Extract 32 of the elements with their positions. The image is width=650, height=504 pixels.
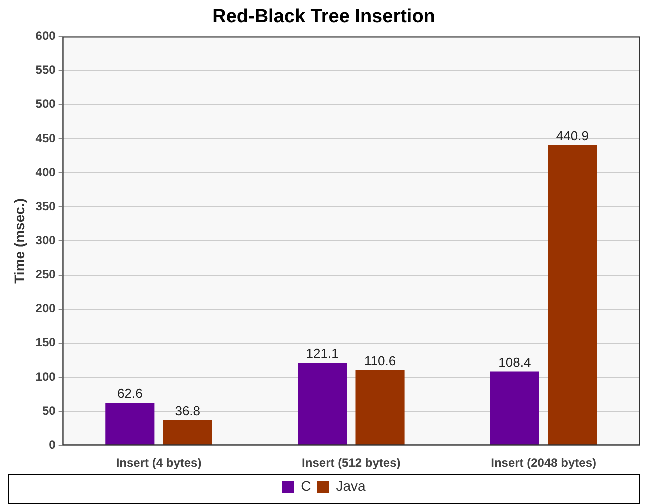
- data-label: 440.9: [556, 128, 589, 144]
- bar: [548, 145, 598, 446]
- bar: [490, 372, 540, 446]
- bar: [356, 370, 405, 446]
- data-label: 121.1: [306, 346, 339, 362]
- y-tick-label: 500: [36, 97, 56, 112]
- y-tick-label: 600: [36, 29, 56, 44]
- chart-title: Red-Black Tree Insertion: [212, 6, 436, 28]
- bar: [163, 420, 212, 446]
- y-tick-label: 350: [36, 199, 56, 214]
- x-tick-label: Insert (2048 bytes): [491, 456, 596, 470]
- data-label: 108.4: [498, 354, 532, 370]
- y-tick-label: 300: [36, 234, 56, 248]
- y-tick-label: 0: [49, 438, 56, 452]
- y-tick-label: 250: [36, 268, 56, 282]
- y-tick-label: 100: [36, 370, 56, 384]
- y-tick-label: 450: [36, 131, 56, 146]
- y-tick-label: 50: [42, 404, 56, 418]
- legend-label: C: [301, 478, 312, 494]
- y-tick-label: 200: [36, 302, 56, 316]
- x-tick-label: Insert (512 bytes): [302, 456, 401, 470]
- data-label: 110.6: [364, 353, 396, 368]
- y-axis-title: Time (msec.): [11, 198, 28, 284]
- legend-label: Java: [336, 478, 366, 494]
- data-label: 62.6: [118, 386, 143, 402]
- y-tick-label: 150: [36, 336, 56, 350]
- x-tick-label: Insert (4 bytes): [116, 456, 202, 470]
- bar: [106, 402, 155, 446]
- data-label: 36.8: [175, 404, 201, 419]
- y-tick-label: 400: [36, 165, 56, 180]
- bar: [298, 363, 348, 446]
- y-tick-label: 550: [36, 63, 56, 78]
